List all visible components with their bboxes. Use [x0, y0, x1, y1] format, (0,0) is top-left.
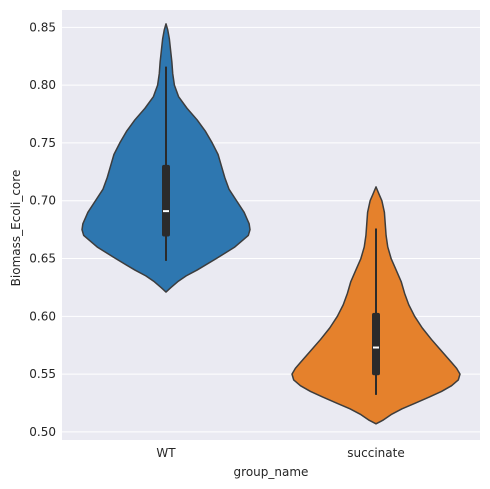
y-tick-label: 0.60 — [29, 309, 56, 323]
x-axis-ticks: WT succinate — [156, 446, 404, 460]
iqr-box — [162, 164, 170, 237]
violins — [81, 23, 461, 425]
y-tick-label: 0.75 — [29, 136, 56, 150]
iqr-box — [372, 312, 380, 376]
y-tick-label: 0.55 — [29, 367, 56, 381]
violin-wt — [81, 23, 251, 293]
y-tick-label: 0.85 — [29, 20, 56, 34]
x-tick-label: succinate — [347, 446, 404, 460]
y-tick-label: 0.65 — [29, 252, 56, 266]
y-tick-label: 0.50 — [29, 425, 56, 439]
y-axis-ticks: 0.50 0.55 0.60 0.65 0.70 0.75 0.80 0.85 — [29, 20, 56, 439]
violin-succinate — [291, 186, 461, 425]
y-tick-label: 0.80 — [29, 78, 56, 92]
y-axis-label: Biomass_Ecoli_core — [9, 170, 23, 287]
x-axis-label: group_name — [234, 465, 309, 479]
x-tick-label: WT — [156, 446, 176, 460]
y-tick-label: 0.70 — [29, 194, 56, 208]
